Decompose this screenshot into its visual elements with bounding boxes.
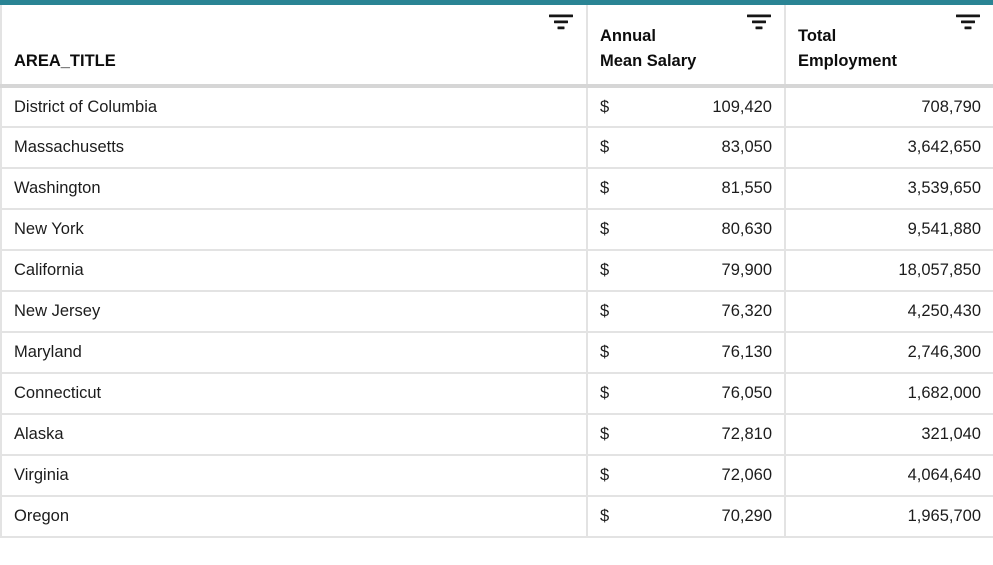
filter-icon[interactable] xyxy=(548,14,574,31)
cell-area-title: District of Columbia xyxy=(0,85,588,128)
cell-annual-mean-salary: $ 70,290 xyxy=(586,495,786,538)
cell-total-employment: 2,746,300 xyxy=(784,331,993,374)
cell-total-employment: 18,057,850 xyxy=(784,249,993,292)
cell-annual-mean-salary: $ 79,900 xyxy=(586,249,786,292)
currency-symbol: $ xyxy=(600,425,610,443)
cell-total-employment: 321,040 xyxy=(784,413,993,456)
cell-area-title: Maryland xyxy=(0,331,588,374)
cell-area-title: Virginia xyxy=(0,454,588,497)
table-row: Virginia $ 72,060 4,064,640 xyxy=(0,454,993,497)
cell-annual-mean-salary: $ 76,050 xyxy=(586,372,786,415)
cell-total-employment: 3,642,650 xyxy=(784,126,993,169)
header-label: AREA_TITLE xyxy=(14,52,116,71)
salary-value: 79,900 xyxy=(721,261,772,279)
cell-area-title: New Jersey xyxy=(0,290,588,333)
cell-area-title: Oregon xyxy=(0,495,588,538)
salary-value: 76,320 xyxy=(721,302,772,320)
cell-annual-mean-salary: $ 80,630 xyxy=(586,208,786,251)
salary-value: 72,810 xyxy=(721,425,772,443)
cell-total-employment: 4,250,430 xyxy=(784,290,993,333)
cell-annual-mean-salary: $ 81,550 xyxy=(586,167,786,210)
accent-top-bar xyxy=(0,0,993,5)
salary-value: 83,050 xyxy=(721,138,772,156)
col-header-total-employment[interactable]: Total Employment xyxy=(784,5,993,88)
table-row: District of Columbia $ 109,420 708,790 xyxy=(0,85,993,128)
cell-total-employment: 4,064,640 xyxy=(784,454,993,497)
cell-area-title: Connecticut xyxy=(0,372,588,415)
table-row: New Jersey $ 76,320 4,250,430 xyxy=(0,290,993,333)
table-row: Connecticut $ 76,050 1,682,000 xyxy=(0,372,993,415)
header-row: AREA_TITLE Annual Mean Salary xyxy=(0,5,993,88)
col-header-area-title[interactable]: AREA_TITLE xyxy=(0,5,588,88)
cell-total-employment: 708,790 xyxy=(784,85,993,128)
header-label: Annual xyxy=(600,26,656,45)
table-row: Oregon $ 70,290 1,965,700 xyxy=(0,495,993,538)
cell-annual-mean-salary: $ 72,810 xyxy=(586,413,786,456)
cell-annual-mean-salary: $ 72,060 xyxy=(586,454,786,497)
cell-area-title: Alaska xyxy=(0,413,588,456)
cell-total-employment: 1,682,000 xyxy=(784,372,993,415)
salary-value: 81,550 xyxy=(721,179,772,197)
filter-icon[interactable] xyxy=(746,14,772,31)
header-label: Employment xyxy=(798,52,898,71)
currency-symbol: $ xyxy=(600,384,610,402)
col-header-annual-mean-salary[interactable]: Annual Mean Salary xyxy=(586,5,786,88)
currency-symbol: $ xyxy=(600,302,610,320)
states-salary-table: AREA_TITLE Annual Mean Salary xyxy=(0,5,993,538)
currency-symbol: $ xyxy=(600,343,610,361)
table-row: California $ 79,900 18,057,850 xyxy=(0,249,993,292)
cell-area-title: California xyxy=(0,249,588,292)
cell-area-title: Washington xyxy=(0,167,588,210)
cell-annual-mean-salary: $ 83,050 xyxy=(586,126,786,169)
table-row: Alaska $ 72,810 321,040 xyxy=(0,413,993,456)
currency-symbol: $ xyxy=(600,220,610,238)
header-label: Mean Salary xyxy=(600,52,697,71)
salary-value: 76,130 xyxy=(721,343,772,361)
cell-area-title: New York xyxy=(0,208,588,251)
filter-icon[interactable] xyxy=(955,14,981,31)
table-row: Maryland $ 76,130 2,746,300 xyxy=(0,331,993,374)
table-row: Washington $ 81,550 3,539,650 xyxy=(0,167,993,210)
currency-symbol: $ xyxy=(600,261,610,279)
cell-annual-mean-salary: $ 109,420 xyxy=(586,85,786,128)
table-row: New York $ 80,630 9,541,880 xyxy=(0,208,993,251)
currency-symbol: $ xyxy=(600,507,610,525)
cell-area-title: Massachusetts xyxy=(0,126,588,169)
header-label: Total xyxy=(798,26,837,45)
cell-annual-mean-salary: $ 76,130 xyxy=(586,331,786,374)
salary-value: 76,050 xyxy=(721,384,772,402)
currency-symbol: $ xyxy=(600,138,610,156)
cell-annual-mean-salary: $ 76,320 xyxy=(586,290,786,333)
cell-total-employment: 9,541,880 xyxy=(784,208,993,251)
cell-total-employment: 3,539,650 xyxy=(784,167,993,210)
salary-value: 109,420 xyxy=(712,97,772,116)
currency-symbol: $ xyxy=(600,97,610,116)
table-row: Massachusetts $ 83,050 3,642,650 xyxy=(0,126,993,169)
cell-total-employment: 1,965,700 xyxy=(784,495,993,538)
salary-value: 70,290 xyxy=(721,507,772,525)
currency-symbol: $ xyxy=(600,179,610,197)
currency-symbol: $ xyxy=(600,466,610,484)
salary-value: 80,630 xyxy=(721,220,772,238)
salary-value: 72,060 xyxy=(721,466,772,484)
